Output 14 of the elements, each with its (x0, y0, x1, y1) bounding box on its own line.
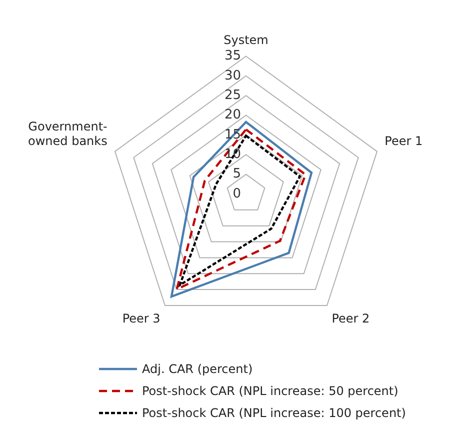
legend-label: Post-shock CAR (NPL increase: 100 percent) (142, 406, 406, 420)
spoke-label: Peer 2 (332, 311, 370, 326)
legend-label: Post-shock CAR (NPL increase: 50 percent) (142, 384, 398, 398)
spoke-label: Government-owned banks (28, 119, 108, 148)
spoke-label: Peer 1 (384, 134, 423, 148)
y-tick-label: 25 (224, 88, 241, 103)
spoke-label: Peer 3 (122, 311, 160, 326)
y-tick-label: 30 (224, 68, 241, 84)
y-tick-label: 5 (232, 166, 241, 182)
legend-label: Adj. CAR (percent) (142, 362, 253, 376)
y-tick-label: 0 (232, 186, 241, 202)
y-tick-label: 35 (224, 48, 241, 64)
spoke-label: System (224, 33, 268, 48)
y-tick-label: 20 (224, 108, 241, 123)
